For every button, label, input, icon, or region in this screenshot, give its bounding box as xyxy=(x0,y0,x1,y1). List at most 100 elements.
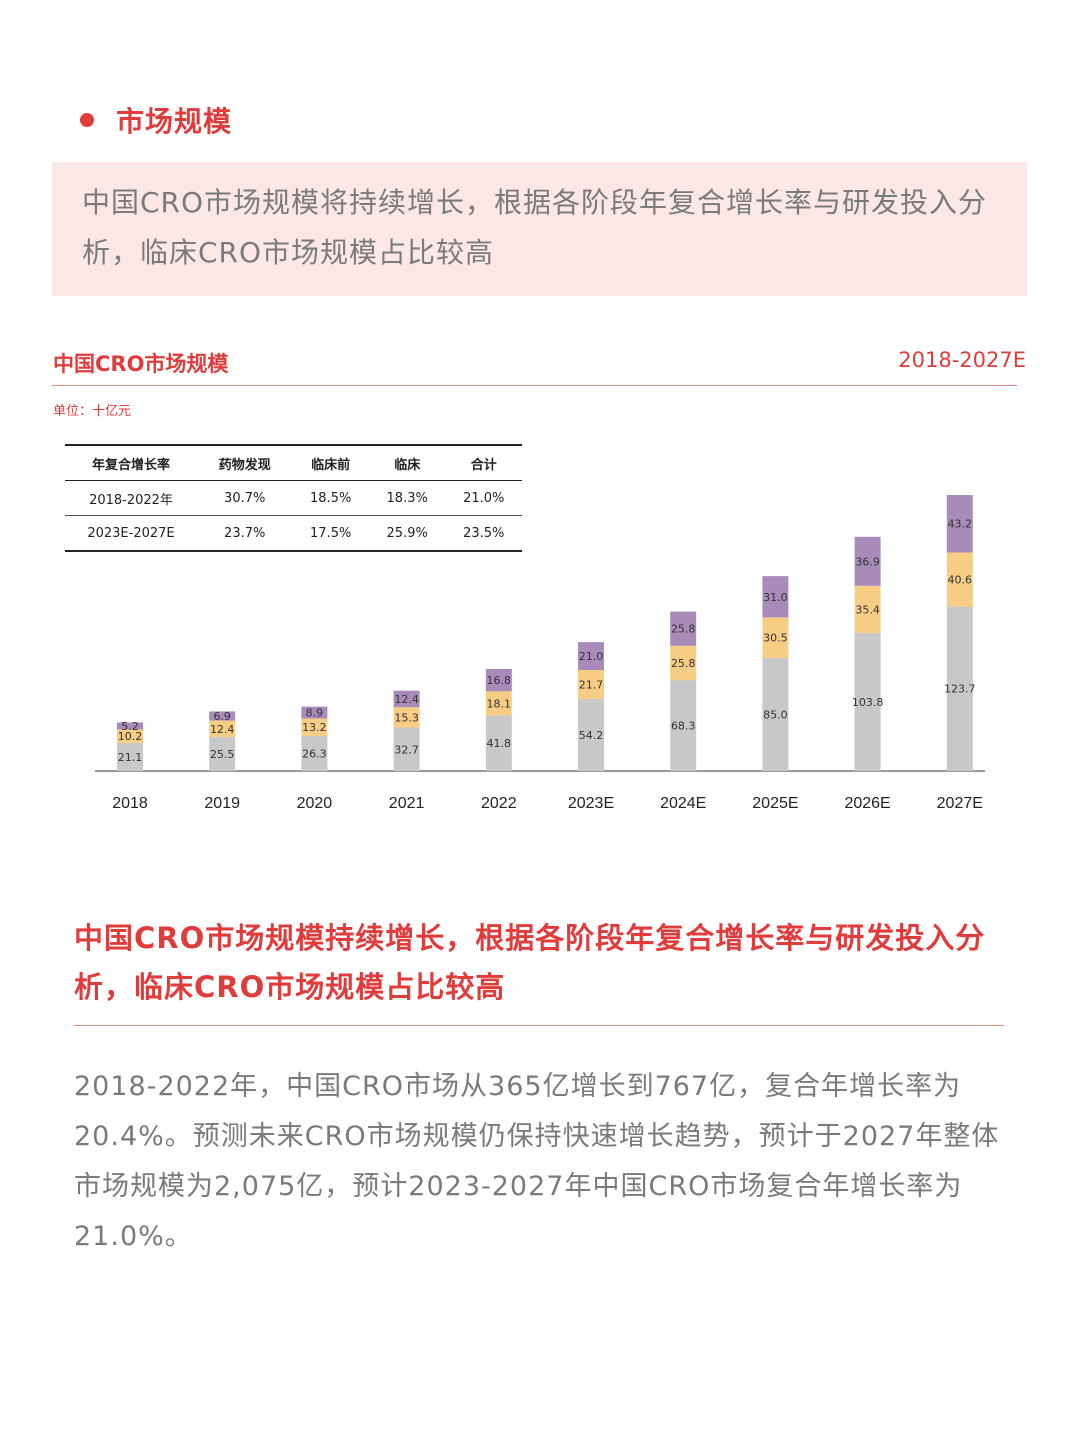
data-label: 54.2 xyxy=(579,729,604,742)
bar-segment-gray-2024E xyxy=(670,680,697,771)
cagr-header-cell: 临床前 xyxy=(292,444,369,481)
bar-segment-yellow-2026E xyxy=(854,585,881,633)
table-cell: 18.3% xyxy=(368,480,446,516)
x-tick-label: 2020 xyxy=(297,795,333,812)
bar-segment-yellow-2023E xyxy=(578,670,604,699)
data-label: 12.4 xyxy=(394,693,419,706)
cagr-header-cell: 年复合增长率 xyxy=(65,444,197,481)
bar-segment-purple-2022 xyxy=(485,668,512,692)
table-row: 2018-2022年 30.7% 18.5% 18.3% 21.0% xyxy=(65,480,522,516)
bar-segment-gray-2020 xyxy=(301,736,328,771)
bar-segment-gray-2019 xyxy=(209,737,236,771)
data-label: 36.9 xyxy=(855,555,880,568)
x-tick-label: 2026E xyxy=(844,795,890,812)
bar-segment-gray-2022 xyxy=(485,715,512,771)
x-tick-label: 2024E xyxy=(660,795,706,812)
chart-range: 2018-2027E xyxy=(898,348,1026,372)
bar-segment-purple-2018 xyxy=(117,722,143,730)
data-label: 25.8 xyxy=(671,657,696,670)
bar-segment-yellow-2019 xyxy=(209,720,236,738)
data-label: 10.2 xyxy=(118,730,143,743)
data-label: 21.7 xyxy=(579,678,604,691)
bar-segment-purple-2020 xyxy=(301,706,328,719)
bar-segment-gray-2027E xyxy=(946,606,973,771)
data-label: 8.9 xyxy=(306,707,324,720)
bullet-dot-icon xyxy=(80,113,94,127)
data-label: 5.2 xyxy=(121,720,139,733)
table-cell: 23.7% xyxy=(197,515,293,552)
bar-segment-yellow-2022 xyxy=(485,691,512,716)
x-tick-label: 2027E xyxy=(937,795,983,812)
bar-segment-gray-2025E xyxy=(762,657,789,771)
bar-segment-yellow-2018 xyxy=(117,729,143,743)
chart-divider xyxy=(52,385,1017,386)
data-label: 16.8 xyxy=(487,674,512,687)
table-cell: 17.5% xyxy=(292,515,369,552)
data-label: 25.5 xyxy=(210,748,235,761)
bar-segment-gray-2021 xyxy=(393,727,420,771)
table-cell: 2023E-2027E xyxy=(65,515,197,552)
data-label: 25.8 xyxy=(671,623,696,636)
bar-segment-yellow-2024E xyxy=(670,645,697,681)
table-cell: 30.7% xyxy=(197,480,293,516)
stacked-bar-chart: 21.110.25.2201825.512.46.9201926.313.28.… xyxy=(95,495,985,812)
summary-divider xyxy=(74,1025,1004,1026)
table-row: 2023E-2027E 23.7% 17.5% 25.9% 23.5% xyxy=(65,515,522,552)
data-label: 32.7 xyxy=(394,743,419,756)
bar-segment-gray-2018 xyxy=(117,742,143,771)
data-label: 68.3 xyxy=(671,720,696,733)
chart-title: 中国CRO市场规模 xyxy=(53,352,229,376)
bar-segment-purple-2026E xyxy=(854,536,881,586)
bar-segment-gray-2023E xyxy=(578,698,604,771)
bar-segment-purple-2025E xyxy=(762,576,789,618)
chart-unit: 单位：十亿元 xyxy=(53,404,132,419)
bar-segment-yellow-2020 xyxy=(301,718,328,737)
data-label: 41.8 xyxy=(487,737,512,750)
bar-segment-gray-2026E xyxy=(854,632,881,771)
intro-text: 中国CRO市场规模将持续增长，根据各阶段年复合增长率与研发投入分析，临床CRO市… xyxy=(82,186,988,269)
data-label: 31.0 xyxy=(763,591,788,604)
bar-segment-yellow-2021 xyxy=(393,707,420,728)
table-cell: 2018-2022年 xyxy=(65,480,197,516)
intro-box: 中国CRO市场规模将持续增长，根据各阶段年复合增长率与研发投入分析，临床CRO市… xyxy=(52,162,1027,296)
data-label: 103.8 xyxy=(852,696,884,709)
table-cell: 23.5% xyxy=(445,515,522,552)
x-tick-label: 2022 xyxy=(481,795,517,812)
data-label: 13.2 xyxy=(302,721,327,734)
x-tick-label: 2021 xyxy=(389,795,425,812)
data-label: 15.3 xyxy=(394,711,419,724)
data-label: 6.9 xyxy=(213,710,231,723)
section-header: 市场规模 xyxy=(80,100,232,140)
cagr-header-cell: 临床 xyxy=(368,444,446,481)
x-tick-label: 2019 xyxy=(204,795,240,812)
bar-segment-yellow-2027E xyxy=(946,552,973,607)
bar-segment-purple-2019 xyxy=(209,711,236,721)
x-tick-label: 2018 xyxy=(112,795,148,812)
data-label: 40.6 xyxy=(948,573,973,586)
bar-segment-purple-2021 xyxy=(393,690,420,708)
section-title: 市场规模 xyxy=(116,105,233,138)
table-cell: 25.9% xyxy=(368,515,446,552)
bar-segment-purple-2023E xyxy=(578,642,604,671)
cagr-table-header-row: 年复合增长率 药物发现 临床前 临床 合计 xyxy=(65,444,522,481)
x-tick-label: 2023E xyxy=(568,795,614,812)
data-label: 123.7 xyxy=(944,683,976,696)
data-label: 12.4 xyxy=(210,723,235,736)
data-label: 43.2 xyxy=(948,518,973,531)
data-label: 85.0 xyxy=(763,708,788,721)
table-cell: 21.0% xyxy=(445,480,522,516)
data-label: 30.5 xyxy=(763,632,788,645)
cagr-header-cell: 药物发现 xyxy=(197,444,293,481)
cagr-table: 年复合增长率 药物发现 临床前 临床 合计 2018-2022年 30.7% 1… xyxy=(65,444,522,552)
data-label: 21.1 xyxy=(118,751,143,764)
cagr-header-cell: 合计 xyxy=(445,444,522,481)
data-label: 21.0 xyxy=(579,650,604,663)
summary-title: 中国CRO市场规模持续增长，根据各阶段年复合增长率与研发投入分析，临床CRO市场… xyxy=(74,921,986,1004)
bar-segment-purple-2027E xyxy=(946,495,973,553)
data-label: 26.3 xyxy=(302,748,327,761)
summary-body: 2018-2022年，中国CRO市场从365亿增长到767亿，复合年增长率为20… xyxy=(74,1071,1000,1252)
bar-segment-purple-2024E xyxy=(670,611,697,646)
x-tick-label: 2025E xyxy=(752,795,798,812)
data-label: 35.4 xyxy=(855,603,880,616)
table-cell: 18.5% xyxy=(292,480,369,516)
